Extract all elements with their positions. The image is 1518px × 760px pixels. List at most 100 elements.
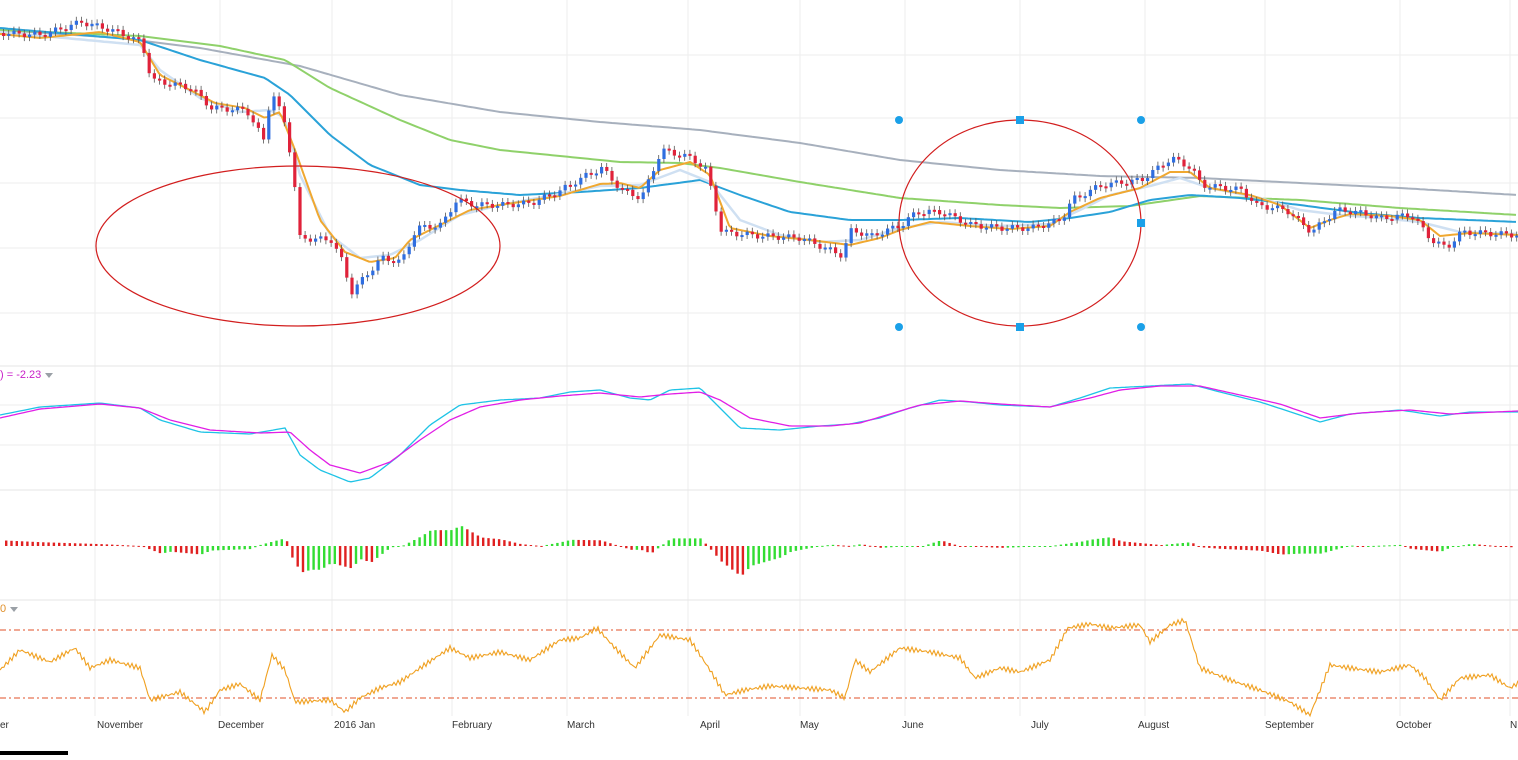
histogram-bar <box>1022 546 1025 548</box>
candle-body <box>735 231 739 237</box>
histogram-bar <box>508 541 511 546</box>
candle-body <box>1198 170 1202 180</box>
histogram-bar <box>906 546 909 547</box>
candle-body <box>984 227 988 230</box>
macd-dropdown-icon[interactable] <box>45 372 54 378</box>
rsi-indicator-label[interactable]: 0 <box>0 603 19 615</box>
histogram-bar <box>630 546 633 550</box>
candle-body <box>782 237 786 240</box>
candle-body <box>256 122 260 128</box>
histogram-bar <box>1118 540 1121 546</box>
candle-body <box>1166 162 1170 167</box>
candle-body <box>1307 225 1311 233</box>
candle-body <box>1395 214 1399 220</box>
candle-body <box>412 235 416 247</box>
candle-body <box>631 189 635 197</box>
histogram-bar <box>1128 542 1131 546</box>
candle-body <box>74 20 78 25</box>
moving-averages <box>0 27 1518 263</box>
histogram-bar <box>1345 546 1349 547</box>
histogram-bar <box>667 540 670 546</box>
candle-body <box>1187 166 1191 169</box>
histogram-bar <box>354 546 358 564</box>
candle-body <box>1312 229 1316 233</box>
candle-body <box>12 30 16 34</box>
candle-body <box>28 34 32 38</box>
histogram-bar <box>794 546 798 551</box>
candle-body <box>470 201 474 207</box>
macd-value-text: ) = -2.23 <box>0 369 42 381</box>
histogram-bar <box>625 546 628 549</box>
histogram-bar <box>1308 546 1312 554</box>
histogram-bar <box>561 541 564 546</box>
candle-body <box>480 202 484 207</box>
histogram-bar <box>1441 546 1444 552</box>
histogram-bar <box>455 527 458 546</box>
rsi-dropdown-icon[interactable] <box>10 606 19 612</box>
candle-body <box>641 192 645 200</box>
histogram-bar <box>5 540 8 546</box>
candle-body <box>823 247 827 250</box>
candle-body <box>1114 180 1118 183</box>
candle-body <box>402 254 406 260</box>
candle-body <box>761 236 765 239</box>
candle-body <box>449 212 453 217</box>
histogram-bar <box>52 542 56 546</box>
candle-body <box>1489 232 1493 237</box>
candle-body <box>958 216 962 223</box>
histogram-bar <box>1181 542 1184 546</box>
candle-body <box>766 233 770 237</box>
candle-body <box>537 199 541 205</box>
candle-body <box>184 83 188 90</box>
histogram-bar <box>195 546 199 555</box>
candle-body <box>1213 184 1217 188</box>
candle-body <box>678 155 682 158</box>
candle-body <box>485 202 489 205</box>
candle-body <box>350 277 354 295</box>
candle-body <box>1177 156 1181 160</box>
candle-body <box>1234 186 1238 190</box>
candle-body <box>1047 223 1051 228</box>
histogram-bar <box>460 526 464 546</box>
candle-body <box>142 38 146 53</box>
candle-body <box>787 234 791 238</box>
candle-body <box>652 171 656 180</box>
candle-body <box>932 209 936 212</box>
histogram-bar <box>105 544 109 546</box>
histogram-bar <box>810 546 813 548</box>
candle-body <box>490 203 494 208</box>
candle-body <box>251 115 255 123</box>
histogram-bar <box>1027 546 1031 547</box>
x-axis-tick-label: October <box>1396 720 1432 731</box>
histogram-bar <box>1086 540 1089 546</box>
candle-body <box>230 110 234 113</box>
candle-body <box>1426 227 1430 239</box>
candle-body <box>1042 225 1046 228</box>
x-axis-tick-label: March <box>567 720 595 731</box>
histogram-bar <box>1446 546 1449 549</box>
histogram-bar <box>418 537 421 546</box>
candle-body <box>620 187 624 190</box>
candle-body <box>719 211 723 232</box>
histogram-bar <box>270 542 273 546</box>
histogram-bar <box>1372 545 1375 547</box>
candle-body <box>1302 217 1306 226</box>
candle-body <box>95 23 99 26</box>
histogram-bar <box>333 546 336 565</box>
macd-indicator-label[interactable]: ) = -2.23 <box>0 369 54 381</box>
candle-body <box>386 255 390 262</box>
histogram-bar <box>100 544 103 546</box>
histogram-bar <box>1425 546 1428 551</box>
candle-body <box>802 239 806 242</box>
candle-body <box>1224 185 1228 191</box>
candle-body <box>1083 196 1087 199</box>
candle-body <box>516 204 520 208</box>
candle-body <box>116 29 120 32</box>
candle-body <box>80 20 84 23</box>
candle-body <box>277 96 281 107</box>
histogram-bar <box>821 545 824 547</box>
histogram-bar <box>943 541 946 546</box>
candle-body <box>22 33 26 38</box>
